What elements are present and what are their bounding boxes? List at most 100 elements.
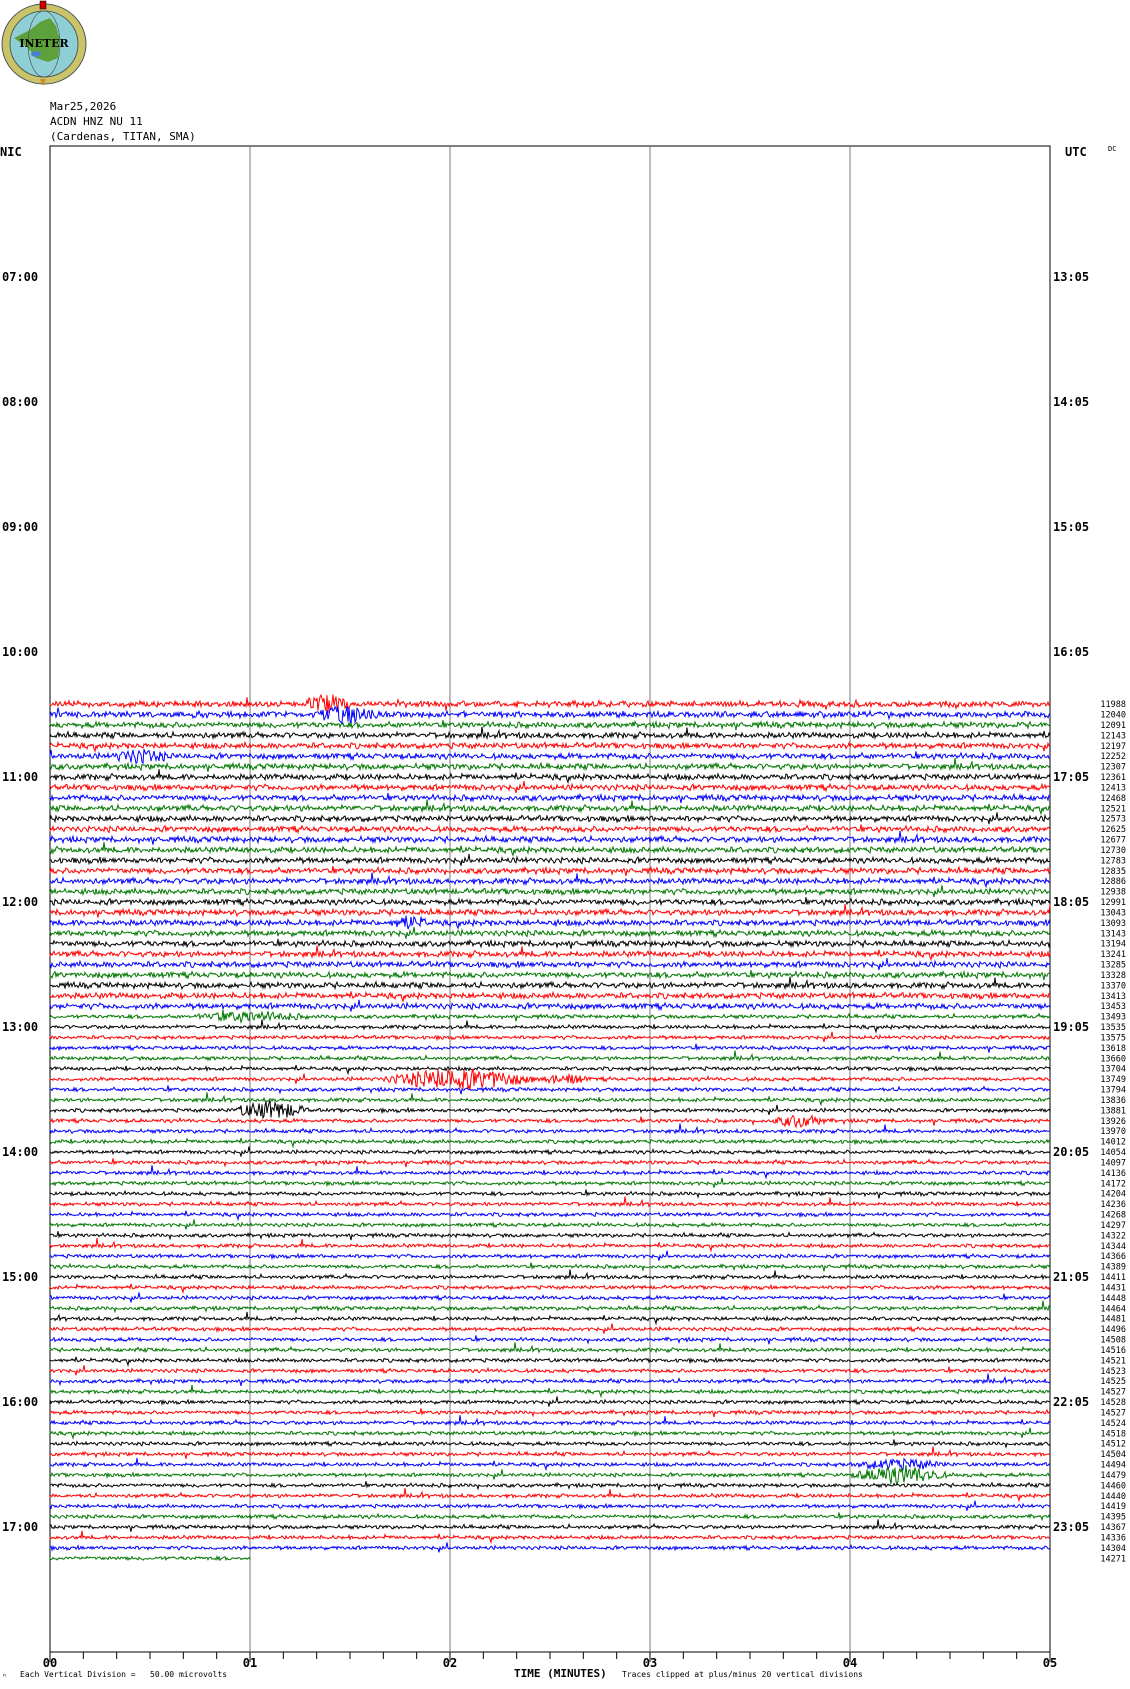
trace-value-label: 12835 <box>1100 867 1126 877</box>
seismic-trace <box>49 1365 1051 1376</box>
trace-value-label: 13194 <box>1100 940 1126 950</box>
trace-value-label: 14481 <box>1100 1315 1126 1325</box>
left-timezone-label: NIC <box>0 145 22 159</box>
dc-label: DC <box>1108 145 1116 153</box>
header-date: Mar25,2026 <box>50 100 117 113</box>
seismic-trace <box>49 1396 1051 1407</box>
trace-value-label: 14268 <box>1100 1211 1126 1221</box>
seismic-trace <box>49 999 1051 1012</box>
right-hour-label: 13:05 <box>1053 270 1089 284</box>
trace-value-label: 13660 <box>1100 1054 1126 1064</box>
seismic-trace <box>49 1292 1051 1303</box>
trace-value-label: 14419 <box>1100 1502 1126 1512</box>
trace-value-label: 14389 <box>1100 1263 1126 1273</box>
trace-value-label: 13493 <box>1100 1013 1126 1023</box>
seismic-trace <box>49 830 1051 845</box>
seismic-trace <box>49 1519 1051 1532</box>
seismic-trace <box>49 990 1051 1003</box>
seismic-trace <box>49 969 1051 981</box>
trace-value-label: 13749 <box>1100 1075 1126 1085</box>
seismic-trace <box>49 1100 1051 1120</box>
trace-value-label: 13043 <box>1100 908 1126 918</box>
seismic-trace <box>49 926 1051 939</box>
seismic-trace <box>49 1177 1051 1188</box>
trace-value-label: 14431 <box>1100 1283 1126 1293</box>
seismic-trace <box>49 1196 1051 1208</box>
seismic-trace <box>49 945 1051 962</box>
seismic-trace <box>49 1019 1051 1034</box>
right-hour-label: 20:05 <box>1053 1145 1089 1159</box>
trace-value-label: 13836 <box>1100 1096 1126 1106</box>
header-station: ACDN HNZ NU 11 <box>50 115 143 128</box>
right-timezone-label: UTC <box>1065 145 1087 159</box>
trace-value-label: 14516 <box>1100 1346 1126 1356</box>
seismic-trace <box>49 958 1051 971</box>
trace-value-label: 12091 <box>1100 721 1126 731</box>
trace-value-label: 14304 <box>1100 1544 1126 1554</box>
trace-value-label: 12468 <box>1100 794 1126 804</box>
trace-value-label: 14395 <box>1100 1513 1126 1523</box>
trace-value-label: 14012 <box>1100 1138 1126 1148</box>
scale-mark: ⁿ <box>2 1672 7 1681</box>
trace-value-label: 14440 <box>1100 1492 1126 1502</box>
trace-value-label: 14344 <box>1100 1242 1126 1252</box>
trace-value-label: 12143 <box>1100 731 1126 741</box>
trace-value-label: 12197 <box>1100 742 1126 752</box>
trace-value-label: 13575 <box>1100 1033 1126 1043</box>
left-hour-label: 11:00 <box>2 770 38 784</box>
left-hour-label: 17:00 <box>2 1520 38 1534</box>
trace-value-label: 11988 <box>1100 700 1126 710</box>
trace-value-label: 14460 <box>1100 1481 1126 1491</box>
seismic-trace <box>49 1262 1051 1272</box>
seismic-trace <box>49 938 1051 949</box>
seismic-trace <box>49 1335 1051 1345</box>
trace-value-label: 13093 <box>1100 919 1126 929</box>
trace-value-label: 14366 <box>1100 1252 1126 1262</box>
trace-value-label: 13241 <box>1100 950 1126 960</box>
seismic-trace <box>49 1512 1051 1522</box>
seismic-trace <box>49 1123 1051 1135</box>
trace-value-label: 14496 <box>1100 1325 1126 1335</box>
trace-value-label: 14411 <box>1100 1273 1126 1283</box>
left-hour-label: 10:00 <box>2 645 38 659</box>
seismic-trace <box>49 1009 1051 1025</box>
seismic-trace <box>49 1542 1051 1553</box>
seismic-trace <box>49 1427 1051 1441</box>
trace-value-label: 12730 <box>1100 846 1126 856</box>
left-hour-label: 15:00 <box>2 1270 38 1284</box>
trace-value-label: 14271 <box>1100 1554 1126 1564</box>
seismic-trace <box>49 1165 1051 1180</box>
seismic-trace <box>49 1283 1051 1295</box>
trace-value-label: 12413 <box>1100 783 1126 793</box>
seismic-trace <box>49 1050 1051 1062</box>
seismic-trace <box>49 1415 1051 1427</box>
svg-text:INETER: INETER <box>19 37 69 50</box>
trace-value-label: 13926 <box>1100 1117 1126 1127</box>
seismic-trace <box>49 1031 1051 1043</box>
seismic-trace <box>49 1300 1051 1314</box>
seismic-trace <box>49 1210 1051 1222</box>
seismic-trace <box>49 1530 1051 1545</box>
seismic-trace <box>49 903 1051 918</box>
seismic-trace <box>49 1146 1051 1157</box>
seismic-trace <box>49 1043 1051 1054</box>
x-tick-label: 00 <box>43 1656 57 1670</box>
trace-value-label: 12361 <box>1100 773 1126 783</box>
trace-value-label: 13704 <box>1100 1065 1126 1075</box>
seismic-trace <box>49 1231 1051 1241</box>
trace-value-label: 13285 <box>1100 961 1126 971</box>
trace-value-label: 14521 <box>1100 1356 1126 1366</box>
trace-value-label: 14297 <box>1100 1221 1126 1231</box>
trace-value-label: 12938 <box>1100 888 1126 898</box>
trace-value-label: 12307 <box>1100 763 1126 773</box>
seismic-trace <box>49 915 1051 930</box>
trace-value-label: 14508 <box>1100 1336 1126 1346</box>
seismic-trace <box>49 1465 1051 1487</box>
header-location: (Cardenas, TITAN, SMA) <box>50 130 196 143</box>
x-tick-label: 05 <box>1043 1656 1057 1670</box>
seismic-trace <box>49 1064 1051 1076</box>
right-hour-label: 15:05 <box>1053 520 1089 534</box>
seismic-trace <box>49 1408 1051 1418</box>
right-hour-label: 18:05 <box>1053 895 1089 909</box>
